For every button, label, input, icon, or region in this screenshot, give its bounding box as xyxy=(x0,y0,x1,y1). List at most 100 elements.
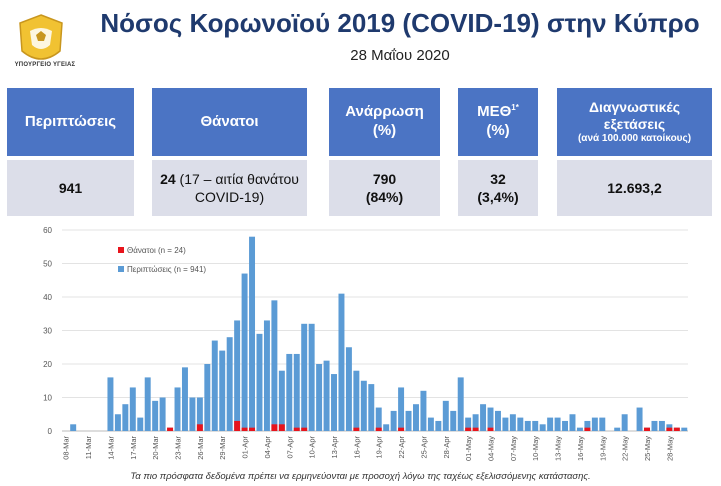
x-tick-label: 19-May xyxy=(598,436,607,461)
x-tick-label: 23-Mar xyxy=(174,436,183,460)
case-bar xyxy=(219,350,226,431)
death-bar xyxy=(487,427,494,431)
death-bar xyxy=(167,427,174,431)
x-tick-label: 26-Mar xyxy=(196,436,205,460)
y-tick-label: 20 xyxy=(43,360,52,369)
death-bar xyxy=(644,427,650,431)
x-tick-label: 16-May xyxy=(576,436,585,461)
case-bar xyxy=(204,364,211,431)
case-bar xyxy=(316,364,323,431)
death-bar xyxy=(398,427,405,431)
cases-header: Περιπτώσεις xyxy=(7,88,134,156)
case-bar xyxy=(502,417,509,431)
case-bar xyxy=(465,417,472,431)
x-tick-label: 22-Apr xyxy=(397,436,406,459)
x-tick-label: 17-Mar xyxy=(129,436,138,460)
case-bar xyxy=(621,414,628,431)
case-bar xyxy=(614,427,621,431)
case-bar xyxy=(636,407,643,431)
case-bar xyxy=(547,417,554,431)
case-bar xyxy=(457,377,464,431)
page-title: Νόσος Κορωνοϊού 2019 (COVID-19) στην Κύπ… xyxy=(100,8,700,38)
case-bar xyxy=(323,360,330,431)
case-bar xyxy=(256,333,263,431)
case-bar xyxy=(405,410,412,431)
x-tick-label: 13-May xyxy=(554,436,563,461)
case-bar xyxy=(658,420,665,431)
case-bar xyxy=(368,384,375,431)
case-bar xyxy=(137,417,144,431)
x-tick-label: 10-May xyxy=(531,436,540,461)
case-bar xyxy=(189,397,196,431)
death-bar xyxy=(241,427,248,431)
death-bar xyxy=(472,427,479,431)
case-bar xyxy=(286,353,293,431)
death-bar xyxy=(249,427,256,431)
case-bar xyxy=(122,404,129,431)
case-bar xyxy=(338,293,345,431)
case-bar xyxy=(331,374,337,431)
y-tick-label: 60 xyxy=(43,226,52,235)
y-tick-label: 0 xyxy=(48,427,53,436)
case-bar xyxy=(241,273,248,431)
case-bar xyxy=(562,420,569,431)
tests-header: Διαγνωστικές εξετάσεις (ανά 100.000 κατο… xyxy=(557,88,712,156)
recovery-header: Ανάρρωση (%) xyxy=(329,88,440,156)
case-bar xyxy=(420,390,427,431)
case-bar xyxy=(226,337,233,431)
death-bar xyxy=(673,427,680,431)
icu-header: ΜΕΘ1* (%) xyxy=(458,88,538,156)
legend-label: Περιπτώσεις (n = 941) xyxy=(127,265,206,274)
death-bar xyxy=(666,427,673,431)
case-bar xyxy=(271,300,278,431)
x-tick-label: 28-Apr xyxy=(442,436,451,459)
death-bar xyxy=(196,424,203,431)
case-bar xyxy=(70,424,77,431)
case-bar xyxy=(107,377,114,431)
case-bar xyxy=(599,417,606,431)
x-tick-label: 29-Mar xyxy=(218,436,227,460)
x-tick-label: 25-May xyxy=(643,436,652,461)
case-bar xyxy=(413,404,419,431)
y-tick-label: 10 xyxy=(43,394,52,403)
case-bar xyxy=(494,410,501,431)
case-bar xyxy=(308,323,315,431)
case-bar xyxy=(524,420,531,431)
tests-value: 12.693,2 xyxy=(557,160,712,216)
y-tick-label: 30 xyxy=(43,327,52,336)
case-bar xyxy=(487,407,494,431)
case-bar xyxy=(681,427,688,431)
case-bar xyxy=(293,353,300,431)
case-bar xyxy=(427,417,434,431)
death-bar xyxy=(278,424,285,431)
y-tick-label: 50 xyxy=(43,260,52,269)
x-tick-label: 13-Apr xyxy=(330,436,339,459)
case-bar xyxy=(144,377,151,431)
x-tick-label: 19-Apr xyxy=(375,436,384,459)
case-bar xyxy=(114,414,121,431)
x-tick-label: 16-Apr xyxy=(352,436,361,459)
legend-swatch xyxy=(118,266,124,272)
death-bar xyxy=(353,427,360,431)
case-bar xyxy=(301,323,308,431)
case-bar xyxy=(278,370,285,431)
case-bar xyxy=(196,397,203,431)
x-tick-label: 01-Apr xyxy=(241,436,250,459)
deaths-header: Θάνατοι xyxy=(152,88,307,156)
x-tick-label: 14-Mar xyxy=(106,436,115,460)
case-bar xyxy=(360,380,367,431)
case-bar xyxy=(152,400,159,431)
case-bar xyxy=(398,387,405,431)
case-bar xyxy=(442,400,449,431)
death-bar xyxy=(301,427,308,431)
case-bar xyxy=(234,320,241,431)
x-tick-label: 10-Apr xyxy=(308,436,317,459)
case-bar xyxy=(435,420,442,431)
legend-label: Θάνατοι (n = 24) xyxy=(127,246,186,255)
x-tick-label: 04-Apr xyxy=(263,436,272,459)
y-tick-label: 40 xyxy=(43,293,52,302)
x-tick-label: 07-May xyxy=(509,436,518,461)
death-bar xyxy=(271,424,278,431)
case-bar xyxy=(450,410,457,431)
case-bar xyxy=(651,420,658,431)
